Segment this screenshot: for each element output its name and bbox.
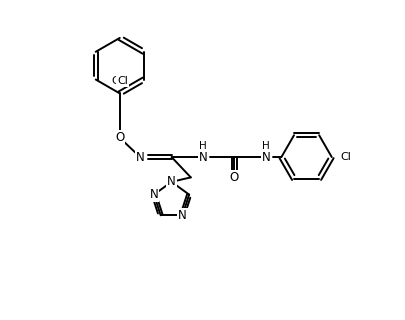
Text: N: N xyxy=(198,150,207,164)
Text: N: N xyxy=(167,175,175,188)
Text: N: N xyxy=(135,150,144,164)
Text: H: H xyxy=(198,141,207,151)
Text: Cl: Cl xyxy=(339,152,350,162)
Text: O: O xyxy=(115,131,124,144)
Text: N: N xyxy=(178,209,186,222)
Text: O: O xyxy=(229,171,239,184)
Text: Cl: Cl xyxy=(117,76,128,86)
Text: Cl: Cl xyxy=(111,76,122,86)
Text: H: H xyxy=(261,141,269,151)
Text: N: N xyxy=(261,150,270,164)
Text: N: N xyxy=(149,188,158,201)
